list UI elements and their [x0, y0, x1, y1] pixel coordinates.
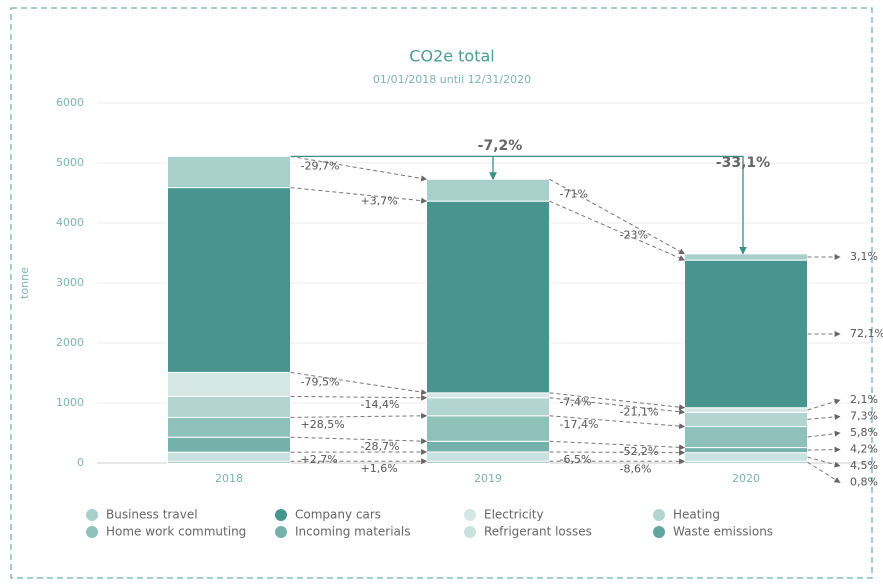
change-label: +2,7%	[301, 453, 338, 466]
share-connector	[807, 430, 841, 438]
legend-label: Home work commuting	[106, 525, 246, 539]
change-label: -6,5%	[560, 453, 592, 466]
x-tick-label: 2020	[732, 472, 760, 485]
bar-segment	[426, 392, 550, 399]
change-label: -52,2%	[620, 445, 659, 458]
legend-label: Waste emissions	[673, 525, 773, 539]
change-connector	[290, 436, 428, 445]
change-label: -14,4%	[361, 398, 400, 411]
bar-segment	[167, 155, 291, 189]
legend-swatch	[86, 509, 98, 521]
change-connector	[290, 187, 428, 204]
y-tick-label: 3000	[56, 276, 84, 289]
change-label: -71%	[560, 188, 588, 201]
change-connector	[290, 412, 428, 419]
bar-segment	[684, 407, 808, 413]
share-label: 2,1%	[850, 393, 878, 406]
bar-segment	[426, 440, 550, 453]
share-connector	[807, 461, 841, 483]
share-connector	[807, 456, 841, 468]
y-tick-label: 2000	[56, 336, 84, 349]
legend-swatch	[464, 526, 476, 538]
legend-swatch	[464, 509, 476, 521]
bar-segment	[167, 371, 291, 397]
bar-segment	[167, 187, 291, 373]
legend-label: Business travel	[106, 508, 198, 522]
share-label: 72,1%	[850, 327, 883, 340]
change-label: -8,6%	[620, 462, 652, 475]
change-connector	[549, 449, 686, 456]
bar-segment	[684, 426, 808, 449]
y-tick-label: 5000	[56, 156, 84, 169]
change-connector	[549, 415, 686, 430]
y-tick-label: 6000	[56, 96, 84, 109]
bar-segment	[167, 416, 291, 438]
change-connector	[549, 397, 686, 415]
share-label: 0,8%	[850, 476, 878, 489]
bar-segment	[426, 451, 550, 462]
legend-swatch	[86, 526, 98, 538]
legend-swatch	[275, 509, 287, 521]
change-label: -7,4%	[560, 395, 592, 408]
bar-segment	[426, 200, 550, 394]
x-tick-label: 2019	[474, 472, 502, 485]
change-label: -29,7%	[301, 160, 340, 173]
change-label: +1,6%	[361, 462, 398, 475]
legend-swatch	[653, 526, 665, 538]
bar-segment	[684, 411, 808, 428]
change-connector	[290, 155, 428, 182]
share-label: 5,8%	[850, 426, 878, 439]
change-label: +3,7%	[361, 195, 398, 208]
legend-label: Refrigerant losses	[484, 525, 592, 539]
change-connector	[549, 440, 686, 451]
bar-segment	[167, 451, 291, 462]
legend-label: Company cars	[295, 508, 381, 522]
change-label: -79,5%	[301, 375, 340, 388]
change-label: -21,1%	[620, 405, 659, 418]
chart-subtitle: 01/01/2018 until 12/31/2020	[373, 73, 531, 86]
change-connector	[549, 178, 686, 255]
change-label: -23%	[620, 229, 648, 242]
change-connector	[290, 371, 428, 396]
legend-label: Incoming materials	[295, 525, 410, 539]
legend-label: Heating	[673, 508, 720, 522]
bar-segment	[684, 452, 808, 462]
chart-title: CO2e total	[409, 47, 494, 66]
change-label: -28,7%	[361, 440, 400, 453]
bar-segment	[426, 397, 550, 417]
bar-segment	[167, 395, 291, 418]
total-connector	[493, 155, 747, 255]
change-connector	[290, 394, 428, 401]
bar-segment	[426, 178, 550, 202]
legend-label: Electricity	[484, 508, 544, 522]
bar-segment	[684, 447, 808, 454]
bar-segment	[426, 415, 550, 442]
y-tick-label: 1000	[56, 396, 84, 409]
share-connector	[807, 413, 841, 420]
x-tick-label: 2018	[215, 472, 243, 485]
bar-segment	[684, 259, 808, 409]
legend-swatch	[275, 526, 287, 538]
bar-segment	[167, 436, 291, 453]
total-change-label: -33,1%	[716, 155, 770, 171]
share-label: 4,2%	[850, 443, 878, 456]
share-connector	[807, 446, 841, 453]
total-change-label: -7,2%	[478, 138, 523, 154]
y-tick-label: 0	[77, 456, 84, 469]
share-connector	[807, 398, 841, 411]
y-tick-label: 4000	[56, 216, 84, 229]
legend-swatch	[653, 509, 665, 521]
bar-segment	[684, 253, 808, 261]
frame	[10, 7, 873, 579]
change-label: +28,5%	[301, 418, 345, 431]
change-label: -17,4%	[560, 418, 599, 431]
share-label: 7,3%	[850, 410, 878, 423]
share-label: 3,1%	[850, 250, 878, 263]
change-connector	[549, 200, 686, 261]
change-connector	[549, 392, 686, 411]
share-label: 4,5%	[850, 459, 878, 472]
y-axis-label: tonne	[18, 267, 31, 299]
